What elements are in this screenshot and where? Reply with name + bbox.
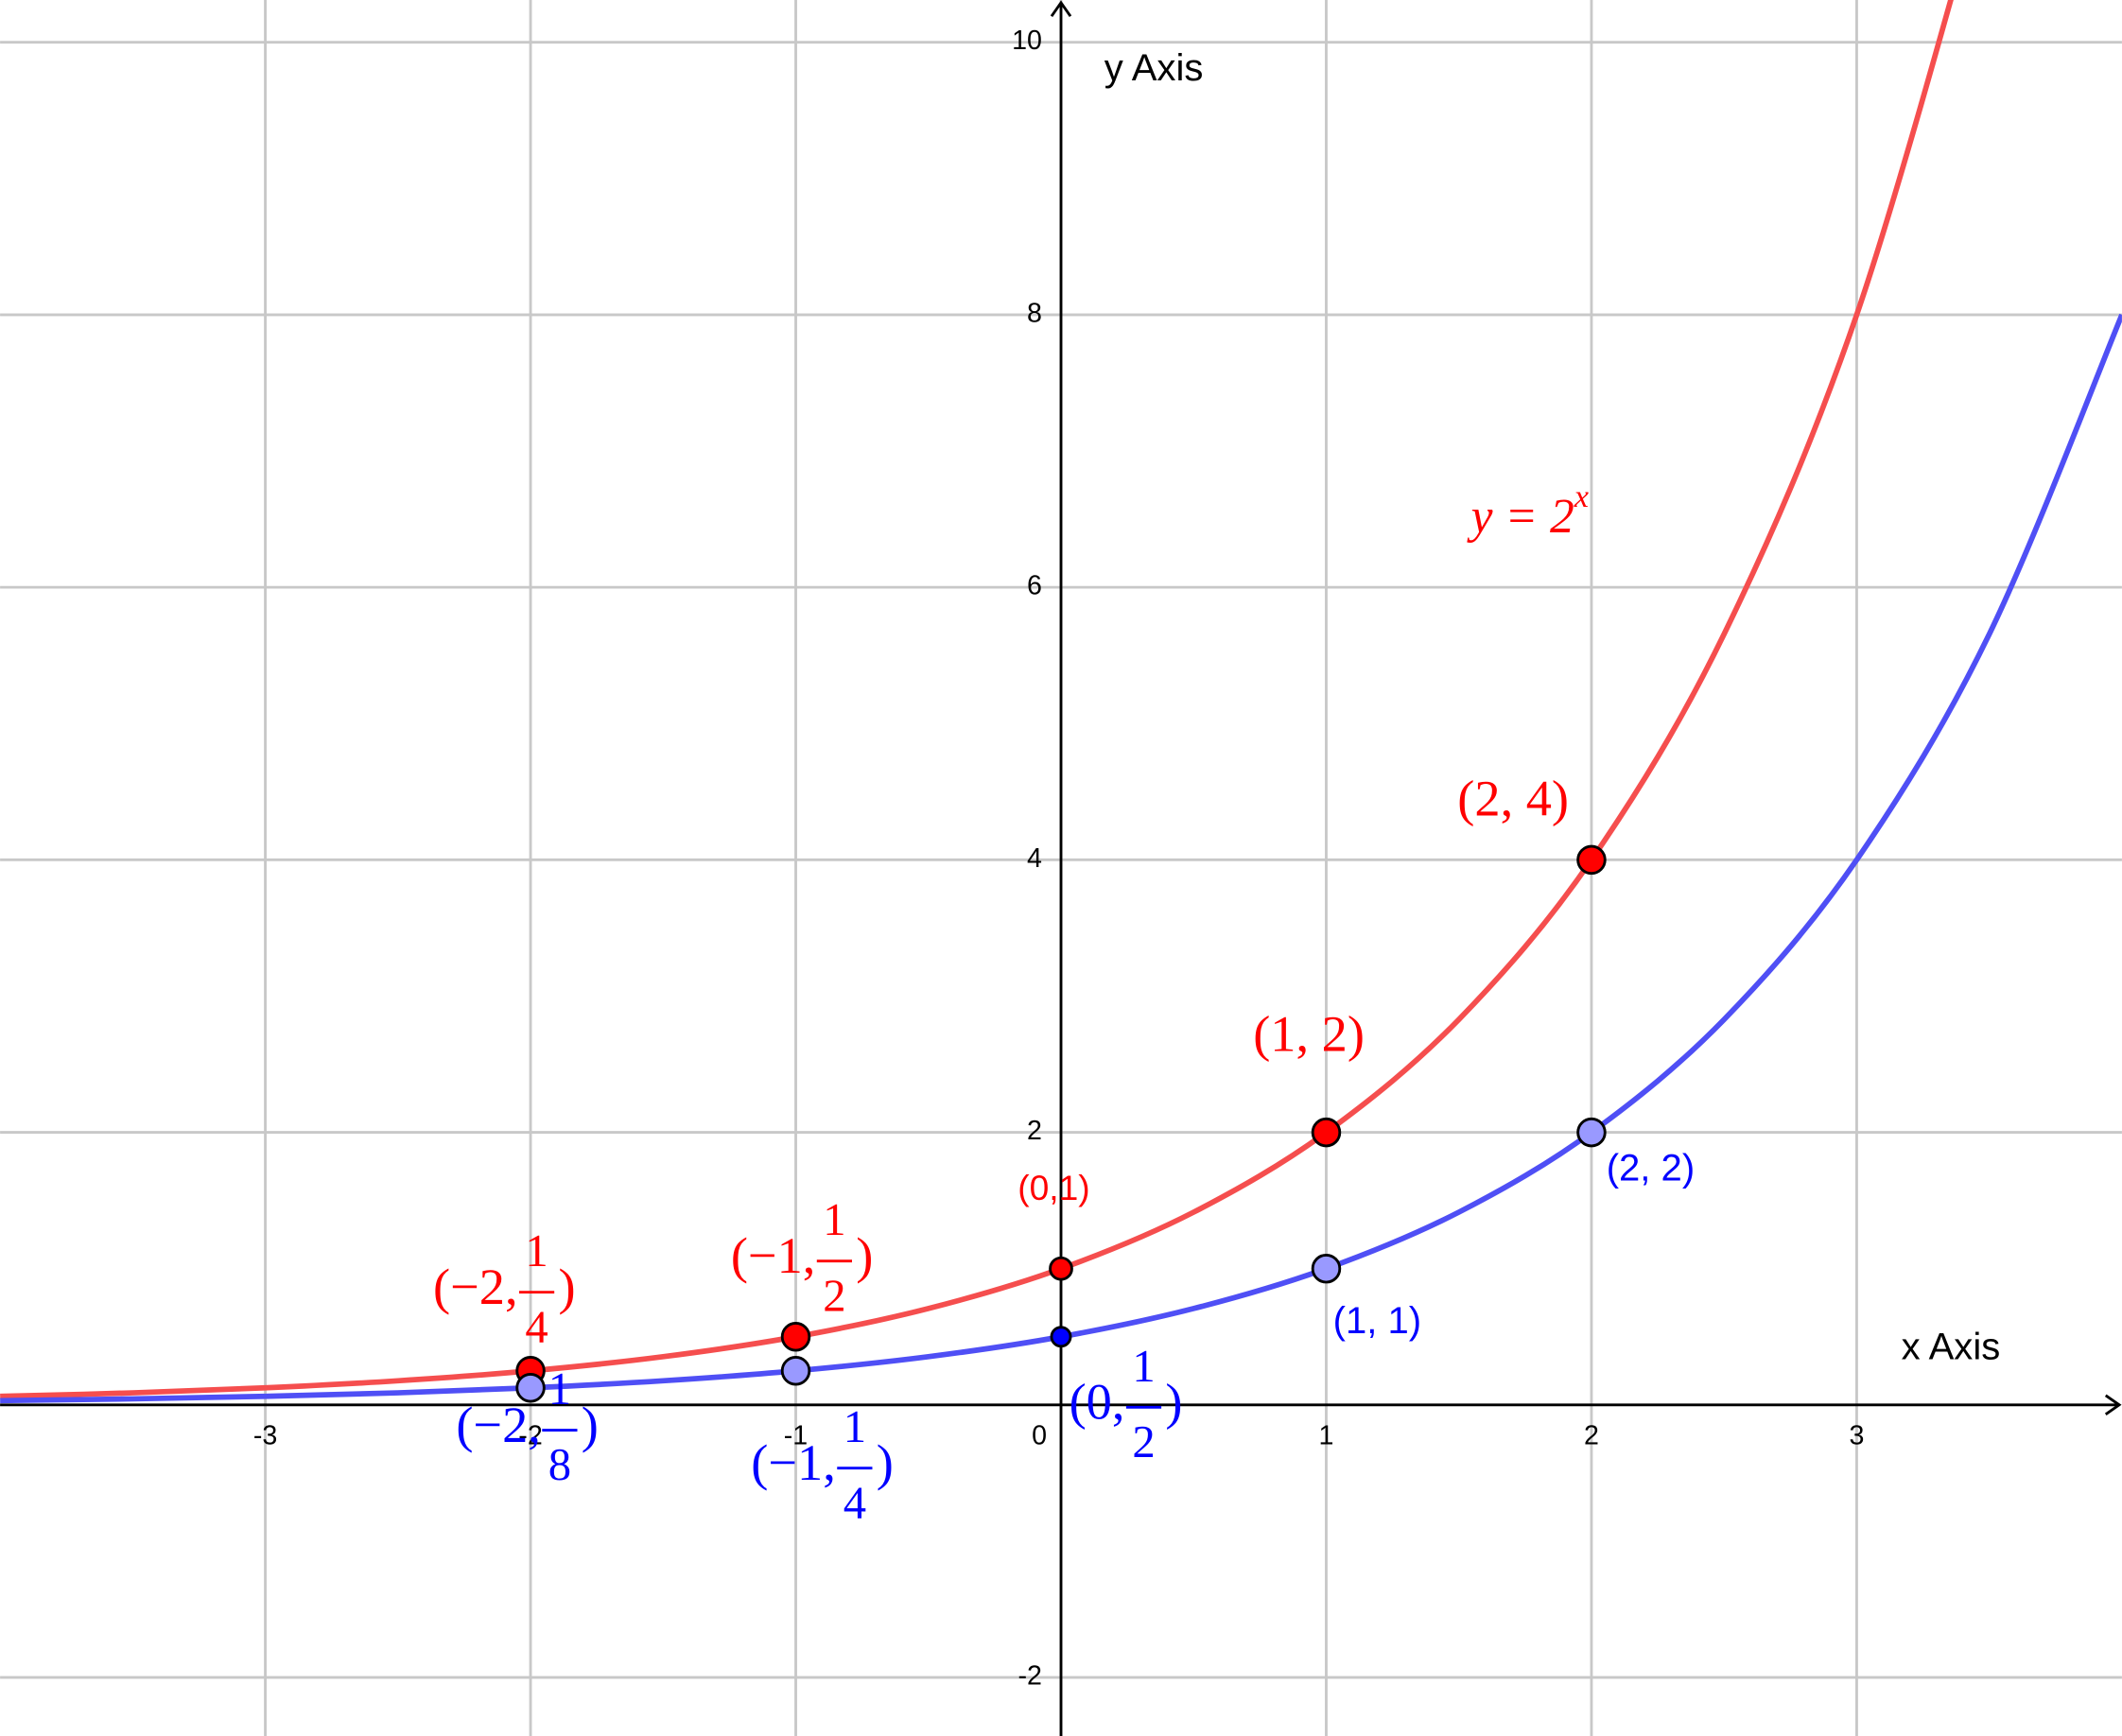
y-arrow	[1050, 0, 1072, 17]
points	[515, 844, 1607, 1403]
x-tick-label: -1	[784, 1421, 808, 1451]
point-label: (1, 1)	[1333, 1300, 1421, 1342]
point-label: (−1, 1 4)	[751, 1401, 894, 1528]
function-label-exponent: x	[1574, 478, 1589, 514]
label-denominator: 2	[1132, 1416, 1155, 1467]
y-tick-label: 2	[1027, 1116, 1042, 1146]
label-suffix: )	[877, 1434, 894, 1491]
label-denominator: 4	[525, 1301, 548, 1352]
point-label: (0,1)	[1018, 1168, 1089, 1207]
point-label: (2, 2)	[1607, 1147, 1695, 1189]
point-label: (−2, 1 4)	[433, 1225, 576, 1352]
point	[1576, 844, 1607, 876]
label-numerator: 1	[1132, 1341, 1155, 1392]
y-tick-label: 10	[1012, 26, 1042, 56]
point	[1049, 1256, 1073, 1281]
label-numerator: 1	[823, 1194, 845, 1245]
label-denominator: 4	[844, 1477, 866, 1528]
function-label: y = 2x	[1467, 478, 1589, 544]
label-suffix: )	[558, 1259, 575, 1315]
point-label: (2, 4)	[1457, 771, 1569, 827]
label-suffix: )	[582, 1397, 599, 1453]
point	[1311, 1117, 1342, 1148]
point-label: (1, 2)	[1253, 1006, 1365, 1063]
curves	[0, 0, 2122, 1404]
label-numerator: 1	[844, 1401, 866, 1452]
label-prefix: (−2,	[456, 1397, 541, 1453]
function-label-base: y = 2	[1467, 490, 1574, 544]
y-axis-label: y Axis	[1104, 47, 1204, 89]
x-tick-label: 2	[1584, 1421, 1599, 1451]
x-tick-label: 0	[1032, 1421, 1047, 1451]
label-suffix: )	[1165, 1374, 1182, 1431]
y-tick-label: 8	[1027, 298, 1042, 328]
label-prefix: (−1,	[731, 1227, 816, 1284]
point	[1576, 1117, 1607, 1148]
point-label: (0, 1 2)	[1070, 1341, 1183, 1467]
label-denominator: 8	[548, 1439, 571, 1490]
point-label: (−1, 1 2)	[731, 1194, 874, 1321]
label-prefix: (−2,	[433, 1259, 518, 1315]
x-tick-label: -3	[253, 1421, 277, 1451]
x-tick-label: -2	[518, 1421, 542, 1451]
x-tick-label: 1	[1319, 1421, 1334, 1451]
x-axis-label: x Axis	[1902, 1326, 2001, 1367]
point	[780, 1356, 811, 1386]
curve	[0, 313, 2122, 1404]
point	[1311, 1253, 1342, 1284]
y-tick-label: 4	[1027, 843, 1042, 874]
label-prefix: (−1,	[751, 1434, 836, 1491]
x-arrow	[2104, 1394, 2122, 1415]
label-prefix: (0,	[1070, 1374, 1125, 1431]
point	[780, 1322, 811, 1352]
point	[1050, 1326, 1072, 1348]
curve	[0, 0, 1954, 1399]
label-numerator: 1	[548, 1363, 571, 1415]
labels: y Axis x Axis y = 2x(−2, 14)(−1, 12)(0,1…	[433, 47, 2000, 1528]
label-denominator: 2	[823, 1270, 845, 1321]
point-label: (−2, 1 8)	[456, 1363, 599, 1490]
x-tick-label: 3	[1849, 1421, 1864, 1451]
y-tick-label: 6	[1027, 571, 1042, 601]
label-numerator: 1	[525, 1225, 548, 1276]
label-suffix: )	[856, 1227, 873, 1284]
y-tick-label: -2	[1018, 1661, 1042, 1692]
point	[515, 1373, 546, 1403]
